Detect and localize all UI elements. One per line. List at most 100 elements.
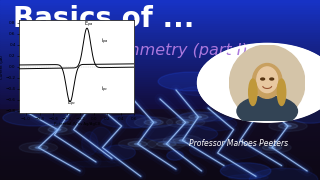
- Ellipse shape: [257, 67, 277, 93]
- Ellipse shape: [177, 112, 236, 121]
- Bar: [0, 108, 320, 110]
- Bar: [0, 86, 320, 88]
- Text: E$_{pa}$: E$_{pa}$: [84, 20, 93, 30]
- Bar: [0, 32, 320, 34]
- Ellipse shape: [157, 141, 176, 147]
- Bar: [0, 146, 320, 148]
- Ellipse shape: [54, 129, 61, 130]
- X-axis label: Potential (V vs Ag/AgCl): Potential (V vs Ag/AgCl): [54, 122, 100, 126]
- Ellipse shape: [179, 112, 218, 122]
- Ellipse shape: [85, 81, 133, 105]
- Ellipse shape: [253, 142, 291, 153]
- Bar: [0, 119, 320, 121]
- Bar: [0, 157, 320, 158]
- Bar: [0, 79, 320, 81]
- Text: Professor Marloes Peeters: Professor Marloes Peeters: [189, 139, 288, 148]
- Bar: [0, 77, 320, 79]
- Bar: [0, 110, 320, 112]
- Bar: [0, 160, 320, 162]
- Ellipse shape: [166, 117, 205, 128]
- Bar: [0, 50, 320, 52]
- Ellipse shape: [134, 117, 173, 128]
- Ellipse shape: [29, 145, 48, 150]
- Bar: [0, 92, 320, 94]
- Ellipse shape: [237, 96, 297, 126]
- Text: i$_{pa}$: i$_{pa}$: [100, 37, 108, 47]
- Bar: [0, 27, 320, 29]
- Bar: [0, 16, 320, 18]
- Bar: [0, 115, 320, 117]
- Ellipse shape: [269, 147, 275, 148]
- Bar: [0, 130, 320, 131]
- Bar: [0, 45, 320, 47]
- Bar: [0, 176, 320, 178]
- Ellipse shape: [19, 142, 58, 153]
- Bar: [0, 47, 320, 49]
- Bar: [0, 9, 320, 11]
- Y-axis label: Current (µA): Current (µA): [0, 55, 4, 79]
- Ellipse shape: [249, 79, 257, 105]
- Bar: [0, 140, 320, 142]
- Ellipse shape: [48, 127, 67, 132]
- Ellipse shape: [236, 93, 261, 107]
- Bar: [0, 76, 320, 77]
- Ellipse shape: [144, 120, 163, 125]
- Bar: [0, 34, 320, 36]
- Ellipse shape: [134, 143, 141, 145]
- Ellipse shape: [118, 139, 157, 149]
- Ellipse shape: [220, 163, 271, 179]
- Ellipse shape: [38, 124, 77, 135]
- Bar: [0, 88, 320, 90]
- Bar: [0, 166, 320, 167]
- Ellipse shape: [150, 122, 157, 123]
- Ellipse shape: [179, 140, 186, 141]
- Ellipse shape: [90, 127, 112, 153]
- Bar: [0, 11, 320, 13]
- Bar: [0, 7, 320, 9]
- Ellipse shape: [195, 116, 202, 118]
- Bar: [0, 137, 320, 139]
- Bar: [0, 40, 320, 41]
- Bar: [0, 63, 320, 65]
- Ellipse shape: [126, 114, 146, 128]
- Circle shape: [229, 45, 305, 121]
- Bar: [0, 162, 320, 164]
- Bar: [0, 101, 320, 103]
- Bar: [0, 94, 320, 95]
- Bar: [0, 99, 320, 101]
- Bar: [0, 113, 320, 115]
- Bar: [0, 126, 320, 128]
- Ellipse shape: [143, 124, 218, 143]
- Bar: [0, 49, 320, 50]
- Bar: [0, 59, 320, 61]
- Bar: [0, 85, 320, 86]
- Bar: [0, 104, 320, 106]
- Bar: [0, 178, 320, 180]
- Bar: [0, 117, 320, 119]
- Bar: [0, 131, 320, 133]
- Bar: [0, 18, 320, 20]
- Bar: [0, 74, 320, 76]
- Ellipse shape: [289, 107, 320, 123]
- Ellipse shape: [278, 123, 298, 129]
- Bar: [0, 144, 320, 146]
- Bar: [0, 128, 320, 130]
- Bar: [0, 133, 320, 135]
- Ellipse shape: [128, 141, 147, 147]
- Ellipse shape: [82, 132, 98, 155]
- Bar: [0, 83, 320, 85]
- Bar: [0, 121, 320, 122]
- Ellipse shape: [103, 145, 135, 160]
- Bar: [0, 148, 320, 149]
- Bar: [0, 2, 320, 4]
- Bar: [0, 65, 320, 67]
- Ellipse shape: [35, 147, 42, 148]
- Ellipse shape: [55, 86, 95, 112]
- Ellipse shape: [252, 64, 282, 98]
- Bar: [0, 14, 320, 16]
- Ellipse shape: [269, 121, 307, 131]
- Bar: [0, 54, 320, 56]
- Ellipse shape: [163, 135, 202, 146]
- Bar: [0, 139, 320, 140]
- Bar: [0, 167, 320, 169]
